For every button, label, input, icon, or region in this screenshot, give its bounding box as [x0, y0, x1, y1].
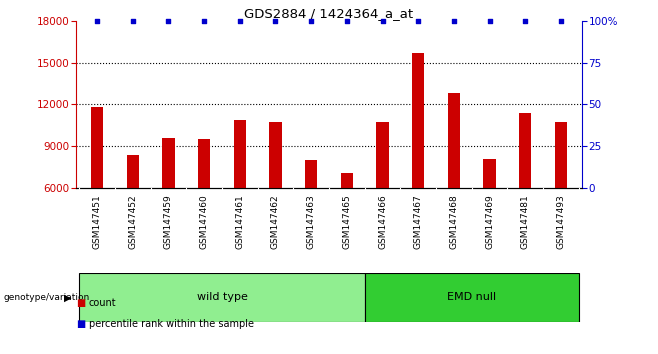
Bar	[447, 93, 460, 271]
Point	[128, 18, 138, 24]
Text: GSM147461: GSM147461	[236, 194, 244, 249]
Text: GSM147467: GSM147467	[414, 194, 422, 249]
Point	[234, 18, 245, 24]
Bar	[91, 107, 103, 271]
Text: GSM147469: GSM147469	[485, 194, 494, 249]
Bar	[341, 173, 353, 271]
Text: GSM147459: GSM147459	[164, 194, 173, 249]
Point	[92, 18, 103, 24]
Text: GSM147468: GSM147468	[449, 194, 459, 249]
Text: genotype/variation: genotype/variation	[3, 293, 89, 302]
Text: percentile rank within the sample: percentile rank within the sample	[89, 319, 254, 329]
Bar	[484, 159, 496, 271]
Bar	[519, 113, 532, 271]
Point	[377, 18, 388, 24]
Title: GDS2884 / 1424364_a_at: GDS2884 / 1424364_a_at	[244, 7, 414, 20]
Point	[413, 18, 424, 24]
Bar	[198, 139, 211, 271]
Point	[484, 18, 495, 24]
Text: GSM147466: GSM147466	[378, 194, 387, 249]
Text: GSM147463: GSM147463	[307, 194, 316, 249]
Point	[555, 18, 566, 24]
Point	[306, 18, 316, 24]
Bar	[412, 53, 424, 271]
Bar	[305, 160, 317, 271]
Text: ▶: ▶	[64, 292, 71, 302]
Point	[520, 18, 530, 24]
Text: GSM147451: GSM147451	[93, 194, 101, 249]
Bar	[365, 273, 579, 322]
Point	[163, 18, 174, 24]
Text: GSM147462: GSM147462	[271, 194, 280, 249]
Point	[342, 18, 352, 24]
Bar	[162, 138, 174, 271]
Bar	[376, 122, 389, 271]
Bar	[269, 122, 282, 271]
Text: count: count	[89, 298, 116, 308]
Bar	[234, 120, 246, 271]
Text: ■: ■	[76, 319, 85, 329]
Text: ■: ■	[76, 298, 85, 308]
Text: GSM147465: GSM147465	[342, 194, 351, 249]
Text: GSM147460: GSM147460	[199, 194, 209, 249]
Text: GSM147493: GSM147493	[557, 194, 565, 249]
Point	[270, 18, 281, 24]
Text: EMD null: EMD null	[447, 292, 496, 302]
Point	[449, 18, 459, 24]
Bar	[126, 155, 139, 271]
Text: wild type: wild type	[197, 292, 247, 302]
Point	[199, 18, 209, 24]
Bar	[79, 273, 365, 322]
Bar	[555, 122, 567, 271]
Text: GSM147452: GSM147452	[128, 194, 138, 249]
Text: GSM147481: GSM147481	[520, 194, 530, 249]
